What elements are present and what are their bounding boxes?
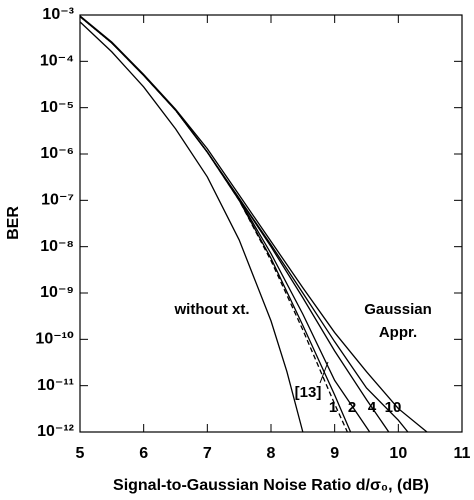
x-tick-label: 6 [139,445,148,462]
y-tick-label: 10⁻⁷ [41,192,74,209]
y-axis-label: BER [5,206,22,240]
curve-label: 4 [368,399,377,416]
curve-label: 10 [385,399,402,416]
curve-label: without xt. [174,301,250,318]
y-tick-label: 10⁻⁴ [40,53,74,70]
series-line [79,15,390,433]
x-axis-label: Signal-to-Gaussian Noise Ratio d/σ₀, (dB… [113,477,429,494]
x-tick-label: 7 [203,445,212,462]
series-line [79,15,428,433]
curve-label: 2 [348,399,356,416]
plot-frame [79,14,463,433]
curve-label: Gaussian [364,301,432,318]
y-tick-label: 10⁻¹¹ [37,377,74,394]
y-tick-label: 10⁻³ [42,6,74,23]
y-tick-label: 10⁻⁹ [40,284,74,301]
x-tick-label: 5 [76,445,85,462]
curve-label: [13] [295,384,322,401]
series-line [79,21,304,433]
x-tick-label: 9 [330,445,339,462]
y-tick-label: 10⁻¹⁰ [35,331,74,348]
x-tick-label: 11 [454,445,471,462]
x-tick-label: 8 [267,445,276,462]
series-line [79,15,371,433]
y-tick-label: 10⁻⁵ [40,99,74,116]
y-tick-label: 10⁻⁸ [40,238,74,255]
series-line [79,15,348,433]
x-tick-label: 10 [389,445,407,462]
series-line [79,15,352,433]
y-tick-label: 10⁻⁶ [40,145,74,162]
y-tick-label: 10⁻¹² [37,423,74,440]
curve-label: 1 [329,399,337,416]
curve-label: Appr. [379,324,417,341]
series-line [79,15,409,433]
